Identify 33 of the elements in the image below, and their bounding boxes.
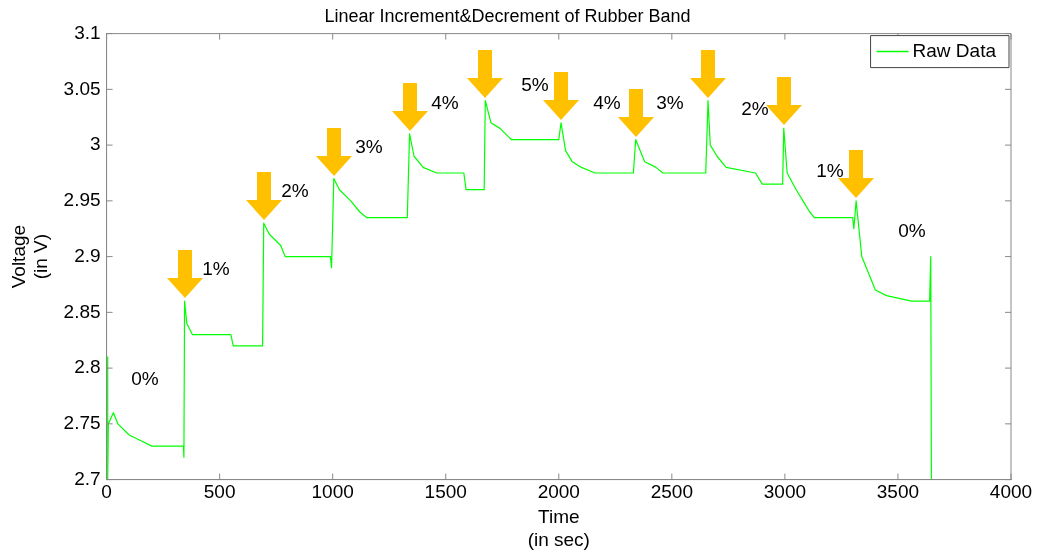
x-tick-label: 1000	[311, 481, 354, 503]
annotation: 0%	[898, 220, 926, 242]
annotation: 3%	[656, 92, 684, 114]
chart-title: Linear Increment&Decrement of Rubber Band	[324, 5, 691, 26]
x-tick-label: 3500	[876, 481, 920, 503]
x-tick-label: 4000	[989, 481, 1033, 503]
x-tick-label: 3000	[763, 481, 807, 503]
y-tick-label: 2.75	[63, 412, 101, 434]
annotation: 1%	[816, 160, 844, 182]
annotation: 3%	[355, 136, 383, 158]
annotation: 4%	[593, 92, 621, 114]
annotation: 0%	[131, 368, 159, 390]
x-tick-label: 500	[203, 481, 236, 503]
y-tick-label: 3.1	[74, 21, 101, 43]
legend-label: Raw Data	[912, 39, 997, 61]
x-tick-label: 2500	[650, 481, 693, 503]
y-tick-label: 3	[90, 133, 101, 155]
y-axis-title: Voltage (in V)	[7, 224, 52, 289]
x-tick-label: 1500	[424, 481, 467, 503]
x-tick-label: 2000	[537, 481, 580, 503]
y-tick-label: 2.9	[74, 244, 101, 266]
y-tick-label: 2.95	[63, 189, 101, 211]
annotation: 5%	[521, 74, 549, 96]
x-axis-title: Time (in sec)	[527, 506, 590, 550]
y-tick-label: 2.8	[74, 356, 101, 378]
y-tick-label: 2.85	[63, 300, 101, 322]
annotation: 2%	[741, 98, 769, 120]
y-tick-label: 2.7	[74, 467, 101, 489]
x-tick-label: 0	[101, 481, 112, 503]
annotation: 1%	[202, 258, 230, 280]
y-tick-label: 3.05	[63, 77, 101, 99]
annotation: 4%	[431, 92, 459, 114]
annotation: 2%	[281, 180, 309, 202]
